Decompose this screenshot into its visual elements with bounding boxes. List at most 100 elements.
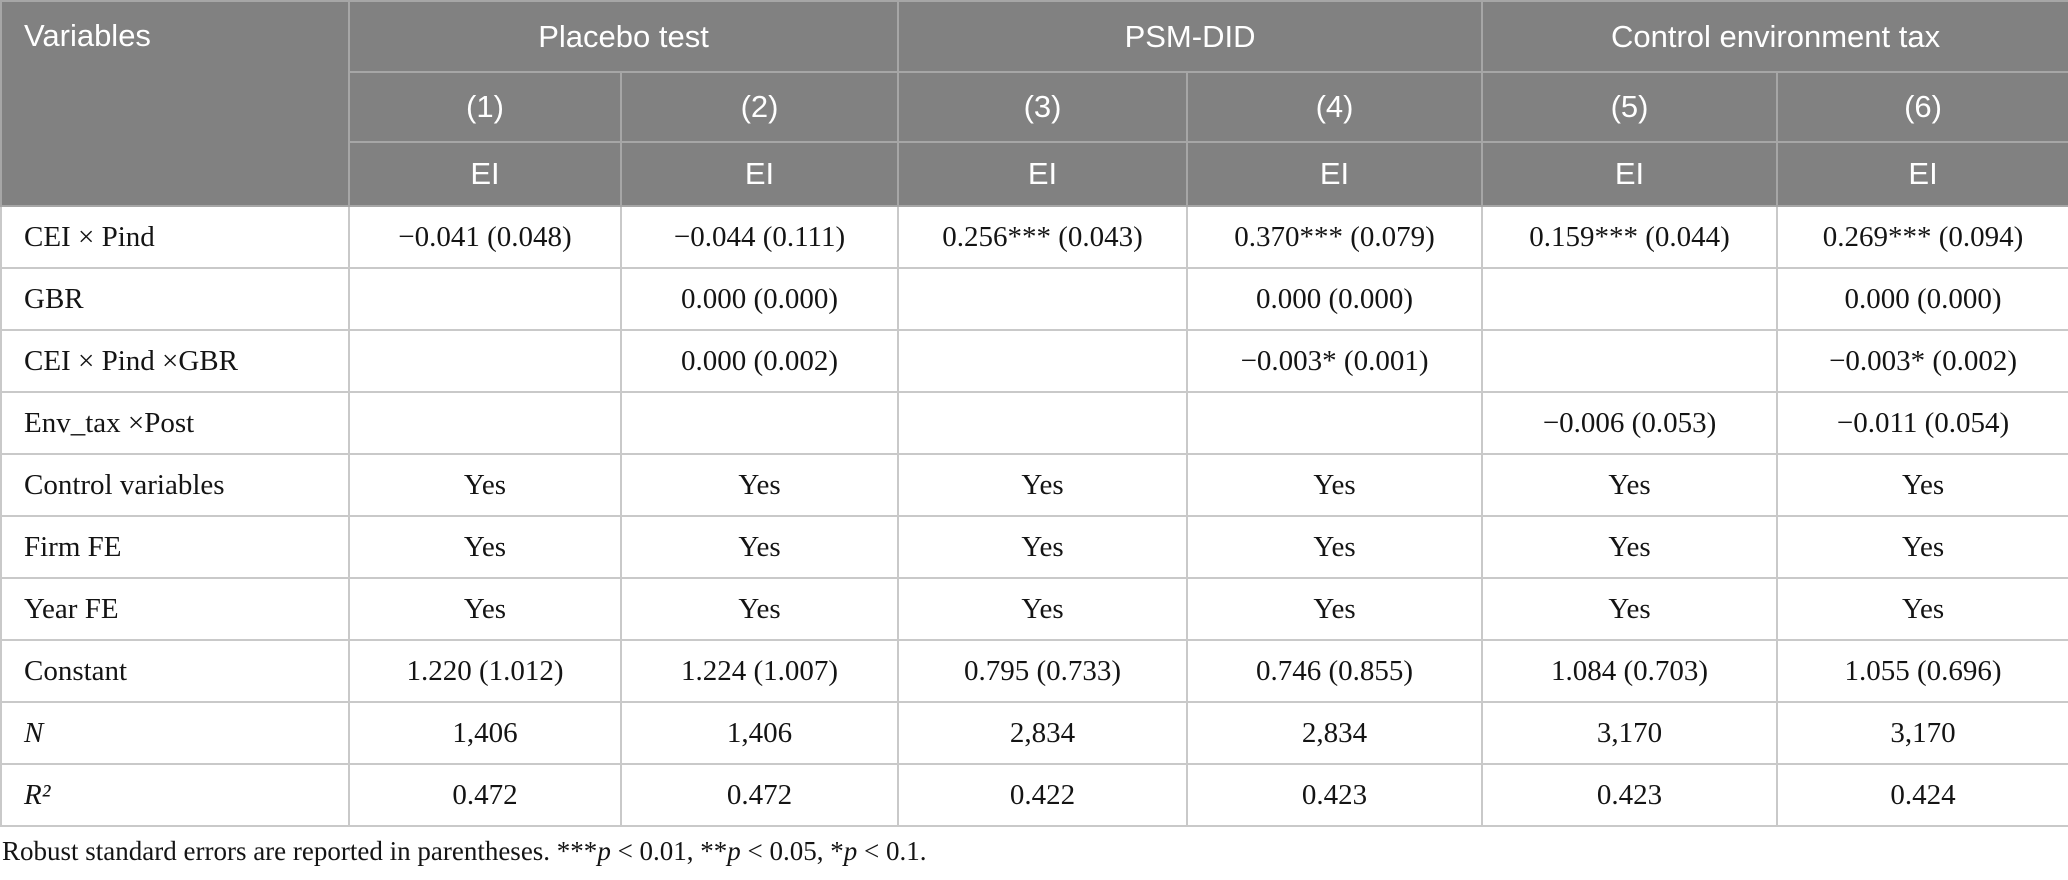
cell-value: 0.472 <box>348 763 622 827</box>
cell-value <box>1481 329 1779 393</box>
group-header-psm-did: PSM-DID <box>897 0 1484 73</box>
row-label: N <box>0 701 350 765</box>
cell-value: 1.055 (0.696) <box>1776 639 2068 703</box>
cell-value: Yes <box>348 577 622 641</box>
table-row-env-tax-post: Env_tax ×Post −0.006 (0.053) −0.011 (0.0… <box>0 391 2068 455</box>
table-row-cei-pind-gbr: CEI × Pind ×GBR 0.000 (0.002) −0.003* (0… <box>0 329 2068 393</box>
cell-value: Yes <box>619 515 900 579</box>
cell-value: 0.000 (0.000) <box>1186 267 1484 331</box>
cell-value: Yes <box>619 577 900 641</box>
dep-var-label: EI <box>897 141 1189 207</box>
cell-value <box>348 329 622 393</box>
row-label: Firm FE <box>0 515 350 579</box>
cell-value: 3,170 <box>1776 701 2068 765</box>
header-depvar-row: EI EI EI EI EI EI <box>1 141 2068 207</box>
cell-value <box>897 267 1189 331</box>
table-row-constant: Constant 1.220 (1.012) 1.224 (1.007) 0.7… <box>0 639 2068 703</box>
cell-value: −0.003* (0.001) <box>1186 329 1484 393</box>
table-header: Variables Placebo test PSM-DID Control e… <box>0 0 2068 207</box>
group-header-control-environment-tax: Control environment tax <box>1481 0 2068 73</box>
cell-value: 0.795 (0.733) <box>897 639 1189 703</box>
model-number: (6) <box>1776 71 2068 143</box>
cell-value: Yes <box>348 515 622 579</box>
dep-var-label: EI <box>1186 141 1484 207</box>
dep-var-label: EI <box>619 141 900 207</box>
footnote-threshold: < 0.05, * <box>740 836 844 866</box>
cell-value <box>348 267 622 331</box>
cell-value <box>897 329 1189 393</box>
row-label: R² <box>0 763 350 827</box>
row-label: Constant <box>0 639 350 703</box>
cell-value: Yes <box>1481 515 1779 579</box>
table-row-cei-pind: CEI × Pind −0.041 (0.048) −0.044 (0.111)… <box>0 205 2068 269</box>
footnote-threshold: < 0.01, ** <box>610 836 728 866</box>
cell-value <box>1481 267 1779 331</box>
row-label: GBR <box>0 267 350 331</box>
cell-value: Yes <box>1481 453 1779 517</box>
row-label: Env_tax ×Post <box>0 391 350 455</box>
row-label: Control variables <box>0 453 350 517</box>
cell-value: 0.000 (0.002) <box>619 329 900 393</box>
model-number: (1) <box>348 71 622 143</box>
footnote-p-symbol: p <box>843 836 858 866</box>
cell-value: 1.224 (1.007) <box>619 639 900 703</box>
cell-value: Yes <box>1186 453 1484 517</box>
cell-value: Yes <box>1186 515 1484 579</box>
footnote-lead: Robust standard errors are reported in p… <box>2 836 598 866</box>
row-label: Year FE <box>0 577 350 641</box>
cell-value: Yes <box>897 577 1189 641</box>
dep-var-label: EI <box>348 141 622 207</box>
cell-value: −0.044 (0.111) <box>619 205 900 269</box>
dep-var-label: EI <box>1481 141 1779 207</box>
model-number: (5) <box>1481 71 1779 143</box>
cell-value: 1,406 <box>348 701 622 765</box>
cell-value: 1.220 (1.012) <box>348 639 622 703</box>
cell-value: 1,406 <box>619 701 900 765</box>
cell-value: 3,170 <box>1481 701 1779 765</box>
table-body: CEI × Pind −0.041 (0.048) −0.044 (0.111)… <box>0 205 2068 827</box>
cell-value: Yes <box>619 453 900 517</box>
cell-value: 1.084 (0.703) <box>1481 639 1779 703</box>
dep-var-label: EI <box>1776 141 2068 207</box>
cell-value: 0.423 <box>1186 763 1484 827</box>
table-row-n-observations: N 1,406 1,406 2,834 2,834 3,170 3,170 <box>0 701 2068 765</box>
cell-value: 0.269*** (0.094) <box>1776 205 2068 269</box>
row-label: CEI × Pind <box>0 205 350 269</box>
cell-value: Yes <box>1776 577 2068 641</box>
table-row-year-fe: Year FE Yes Yes Yes Yes Yes Yes <box>0 577 2068 641</box>
cell-value: Yes <box>897 453 1189 517</box>
group-header-placebo-test: Placebo test <box>347 0 900 73</box>
cell-value: 2,834 <box>897 701 1189 765</box>
cell-value: Yes <box>1776 515 2068 579</box>
cell-value: 0.000 (0.000) <box>1776 267 2068 331</box>
footnote-p-symbol: p <box>597 836 611 866</box>
cell-value: 0.370*** (0.079) <box>1186 205 1484 269</box>
table-footnote: Robust standard errors are reported in p… <box>2 836 2068 867</box>
cell-value <box>897 391 1189 455</box>
cell-value: 0.746 (0.855) <box>1186 639 1484 703</box>
cell-value <box>619 391 900 455</box>
cell-value: 0.422 <box>897 763 1189 827</box>
variables-header: Variables <box>0 0 350 207</box>
header-model-number-row: (1) (2) (3) (4) (5) (6) <box>1 71 2068 143</box>
cell-value: Yes <box>1186 577 1484 641</box>
footnote-p-symbol: p <box>727 836 741 866</box>
table-row-gbr: GBR 0.000 (0.000) 0.000 (0.000) 0.000 (0… <box>0 267 2068 331</box>
table-row-control-variables: Control variables Yes Yes Yes Yes Yes Ye… <box>0 453 2068 517</box>
row-label: CEI × Pind ×GBR <box>0 329 350 393</box>
cell-value: −0.011 (0.054) <box>1776 391 2068 455</box>
model-number: (2) <box>619 71 900 143</box>
header-group-row: Variables Placebo test PSM-DID Control e… <box>0 0 2068 207</box>
cell-value: Yes <box>897 515 1189 579</box>
cell-value: 0.423 <box>1481 763 1779 827</box>
cell-value: 0.159*** (0.044) <box>1481 205 1779 269</box>
cell-value: −0.041 (0.048) <box>348 205 622 269</box>
footnote-threshold: < 0.1. <box>857 836 927 866</box>
table-row-r-squared: R² 0.472 0.472 0.422 0.423 0.423 0.424 <box>0 763 2068 827</box>
cell-value <box>348 391 622 455</box>
cell-value: Yes <box>1481 577 1779 641</box>
cell-value: 0.424 <box>1776 763 2068 827</box>
table-row-firm-fe: Firm FE Yes Yes Yes Yes Yes Yes <box>0 515 2068 579</box>
cell-value: 0.000 (0.000) <box>619 267 900 331</box>
cell-value: 0.472 <box>619 763 900 827</box>
